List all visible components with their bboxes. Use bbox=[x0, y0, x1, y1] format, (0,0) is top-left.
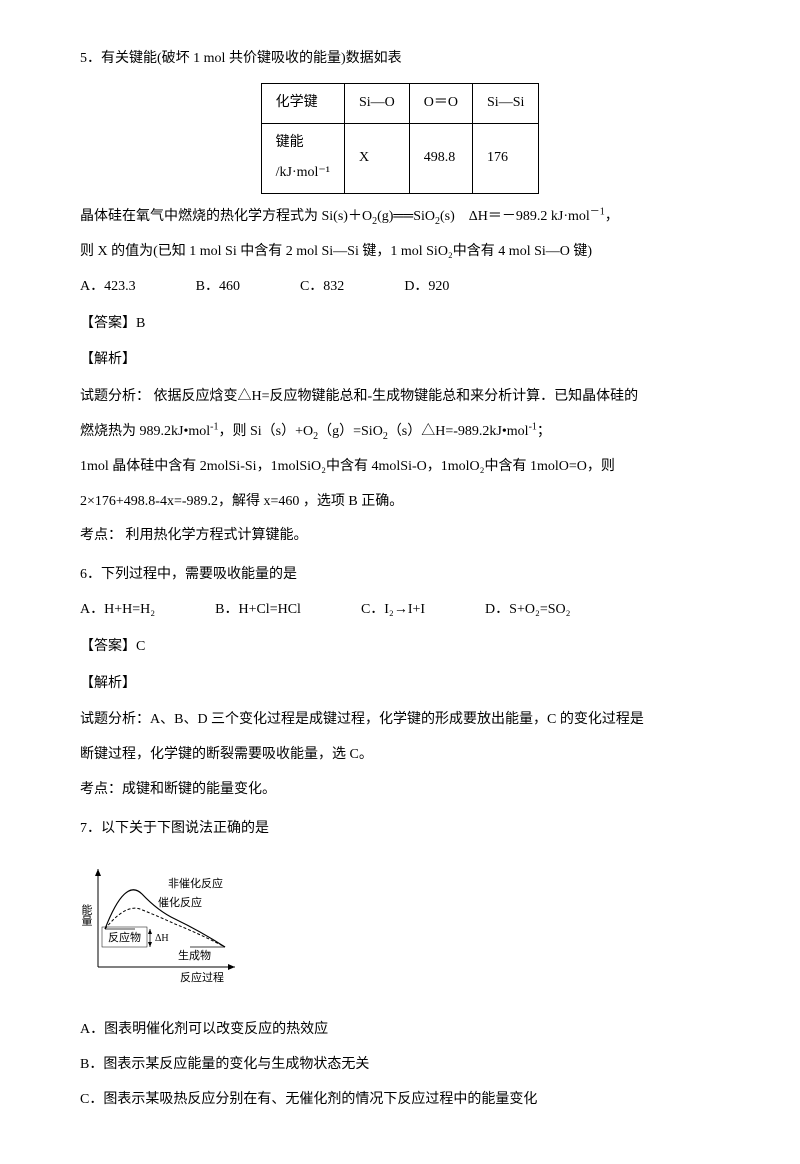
curve1-label: 非催化反应 bbox=[168, 876, 223, 890]
table-row: 化学键 Si—O O＝O Si—Si bbox=[261, 83, 539, 123]
question-7: 7．以下关于下图说法正确的是 能量 非催化反应 催化反应 反应物 ΔH 生成物 … bbox=[80, 814, 720, 1116]
option-c: C．832 bbox=[300, 272, 344, 303]
q7-option-a: A．图表明催化剂可以改变反应的热效应 bbox=[80, 1015, 720, 1046]
q5-analysis-tag: 【解析】 bbox=[80, 345, 720, 376]
option-a: A．423.3 bbox=[80, 272, 136, 303]
q5-options: A．423.3 B．460 C．832 D．920 bbox=[80, 272, 720, 303]
q5-analysis4: 2×176+498.8-4x=-989.2，解得 x=460 ，选项 B 正确。 bbox=[80, 487, 720, 518]
q5-analysis2: 燃烧热为 989.2kJ•mol-1，则 Si（s）+O2（g）=SiO2（s）… bbox=[80, 417, 720, 448]
q5-stem: 5．有关键能(破坏 1 mol 共价键吸收的能量)数据如表 bbox=[80, 44, 720, 75]
q7-option-c: C．图表示某吸热反应分别在有、无催化剂的情况下反应过程中的能量变化 bbox=[80, 1085, 720, 1116]
q5-answer: 【答案】B bbox=[80, 309, 720, 340]
reactant-label: 反应物 bbox=[108, 930, 141, 944]
curve2-label: 催化反应 bbox=[158, 895, 202, 909]
table-cell: 498.8 bbox=[409, 123, 472, 194]
q6-stem: 6．下列过程中，需要吸收能量的是 bbox=[80, 560, 720, 591]
y-axis-label: 能量 bbox=[80, 902, 93, 925]
table-cell: 176 bbox=[473, 123, 539, 194]
energy-unit: /kJ·mol⁻¹ bbox=[276, 165, 330, 180]
option-b: B．460 bbox=[196, 272, 240, 303]
energy-diagram: 能量 非催化反应 催化反应 反应物 ΔH 生成物 反应过程 bbox=[80, 859, 250, 989]
q5-line3: 则 X 的值为(已知 1 mol Si 中含有 2 mol Si—Si 键，1 … bbox=[80, 237, 720, 268]
q6-answer: 【答案】C bbox=[80, 632, 720, 663]
q6-options: A．H+H=H₂ B．H+Cl=HCl C．I₂→I+I D．S+O₂=SO₂ bbox=[80, 595, 720, 626]
option-d: D．S+O₂=SO₂ bbox=[485, 595, 570, 626]
table-cell: O＝O bbox=[409, 83, 472, 123]
q5-analysis1: 试题分析： 依据反应焓变△H=反应物键能总和-生成物键能总和来分析计算．已知晶体… bbox=[80, 382, 720, 413]
q5-analysis3: 1mol 晶体硅中含有 2molSi-Si，1molSiO₂中含有 4molSi… bbox=[80, 452, 720, 483]
table-cell: Si—O bbox=[344, 83, 409, 123]
q7-stem: 7．以下关于下图说法正确的是 bbox=[80, 814, 720, 845]
question-6: 6．下列过程中，需要吸收能量的是 A．H+H=H₂ B．H+Cl=HCl C．I… bbox=[80, 560, 720, 806]
product-label: 生成物 bbox=[178, 948, 211, 962]
q6-kaodian: 考点：成键和断键的能量变化。 bbox=[80, 775, 720, 806]
table-cell: Si—Si bbox=[473, 83, 539, 123]
x-axis-label: 反应过程 bbox=[180, 970, 224, 984]
table-row: 键能 /kJ·mol⁻¹ X 498.8 176 bbox=[261, 123, 539, 194]
q5-table: 化学键 Si—O O＝O Si—Si 键能 /kJ·mol⁻¹ X 498.8 … bbox=[261, 83, 540, 194]
q6-analysis-tag: 【解析】 bbox=[80, 669, 720, 700]
option-b: B．H+Cl=HCl bbox=[215, 595, 301, 626]
q7-option-b: B．图表示某反应能量的变化与生成物状态无关 bbox=[80, 1050, 720, 1081]
q6-analysis1: 试题分析：A、B、D 三个变化过程是成键过程，化学键的形成要放出能量，C 的变化… bbox=[80, 705, 720, 736]
q5-kaodian: 考点： 利用热化学方程式计算键能。 bbox=[80, 521, 720, 552]
table-cell: X bbox=[344, 123, 409, 194]
table-cell: 键能 /kJ·mol⁻¹ bbox=[261, 123, 344, 194]
q6-analysis2: 断键过程，化学键的断裂需要吸收能量，选 C。 bbox=[80, 740, 720, 771]
option-c: C．I₂→I+I bbox=[361, 595, 425, 626]
q5-line2: 晶体硅在氧气中燃烧的热化学方程式为 Si(s)＋O2(g)══SiO2(s) Δ… bbox=[80, 202, 720, 233]
energy-label: 键能 bbox=[276, 135, 304, 150]
table-cell: 化学键 bbox=[261, 83, 344, 123]
delta-label: ΔH bbox=[155, 933, 169, 944]
option-a: A．H+H=H₂ bbox=[80, 595, 155, 626]
option-d: D．920 bbox=[404, 272, 449, 303]
question-5: 5．有关键能(破坏 1 mol 共价键吸收的能量)数据如表 化学键 Si—O O… bbox=[80, 44, 720, 552]
